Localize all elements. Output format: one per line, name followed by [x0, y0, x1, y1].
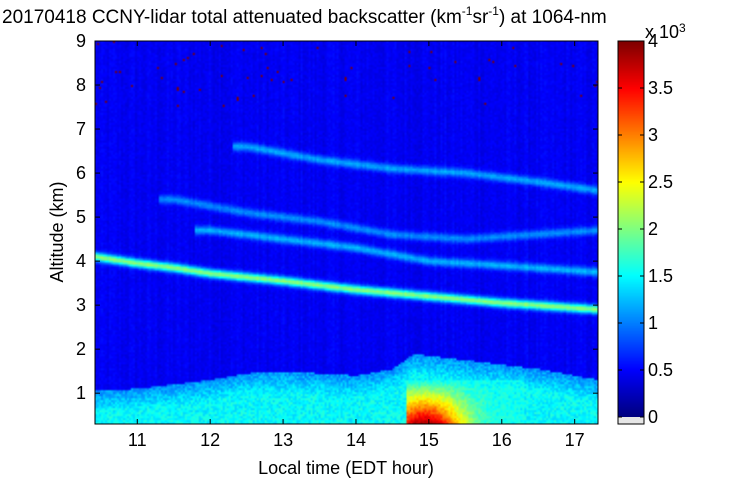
colorbar-tick-label: 3 [648, 125, 658, 145]
y-tick-label: 3 [76, 295, 86, 315]
colorbar-gradient [618, 41, 644, 417]
y-axis-label: Altitude (km) [47, 181, 67, 282]
x-axis-label: Local time (EDT hour) [258, 458, 434, 478]
x-tick-label: 11 [128, 430, 147, 450]
colorbar-tick-label: 3.5 [648, 78, 673, 98]
colorbar-tick-label: 0 [648, 407, 658, 427]
heatmap-plot [94, 40, 599, 425]
colorbar-tick-label: 0.5 [648, 360, 673, 380]
colorbar-ticks: 0 0.5 1 1.5 2 2.5 3 3.5 4 [618, 31, 673, 427]
y-tick-label: 6 [76, 163, 86, 183]
colorbar-tick-label: 1.5 [648, 266, 673, 286]
colorbar-tick-label: 1 [648, 313, 658, 333]
y-tick-label: 5 [76, 207, 86, 227]
backscatter-heatmap [95, 41, 598, 424]
plot-frame [94, 40, 599, 425]
colorbar-tick-label: 2 [648, 219, 658, 239]
colorbar-tick-label: 2.5 [648, 172, 673, 192]
y-tick-label: 1 [76, 383, 86, 403]
x-tick-label: 17 [565, 430, 585, 450]
y-tick-label: 2 [76, 339, 86, 359]
colorbar: 0 0.5 1 1.5 2 2.5 3 3.5 4 x 103 [617, 21, 686, 427]
y-tick-label: 9 [76, 31, 86, 51]
x-tick-label: 12 [200, 430, 220, 450]
colorbar-multiplier: x 103 [645, 21, 686, 42]
colorbar-tick-label: 4 [648, 31, 658, 51]
y-axis: 1 2 3 4 5 6 7 8 9 [76, 31, 598, 403]
colorbar-frame [617, 40, 645, 425]
chart-title: 20170418 CCNY-lidar total attenuated bac… [2, 4, 607, 28]
colorbar-underflow-swatch [618, 417, 644, 424]
y-tick-label: 8 [76, 75, 86, 95]
x-tick-label: 16 [492, 430, 512, 450]
x-tick-label: 15 [419, 430, 439, 450]
x-tick-label: 13 [273, 430, 293, 450]
x-tick-label: 14 [346, 430, 366, 450]
x-axis: 11 12 13 14 15 16 17 [128, 41, 585, 450]
y-tick-label: 4 [76, 251, 86, 271]
y-tick-label: 7 [76, 119, 86, 139]
